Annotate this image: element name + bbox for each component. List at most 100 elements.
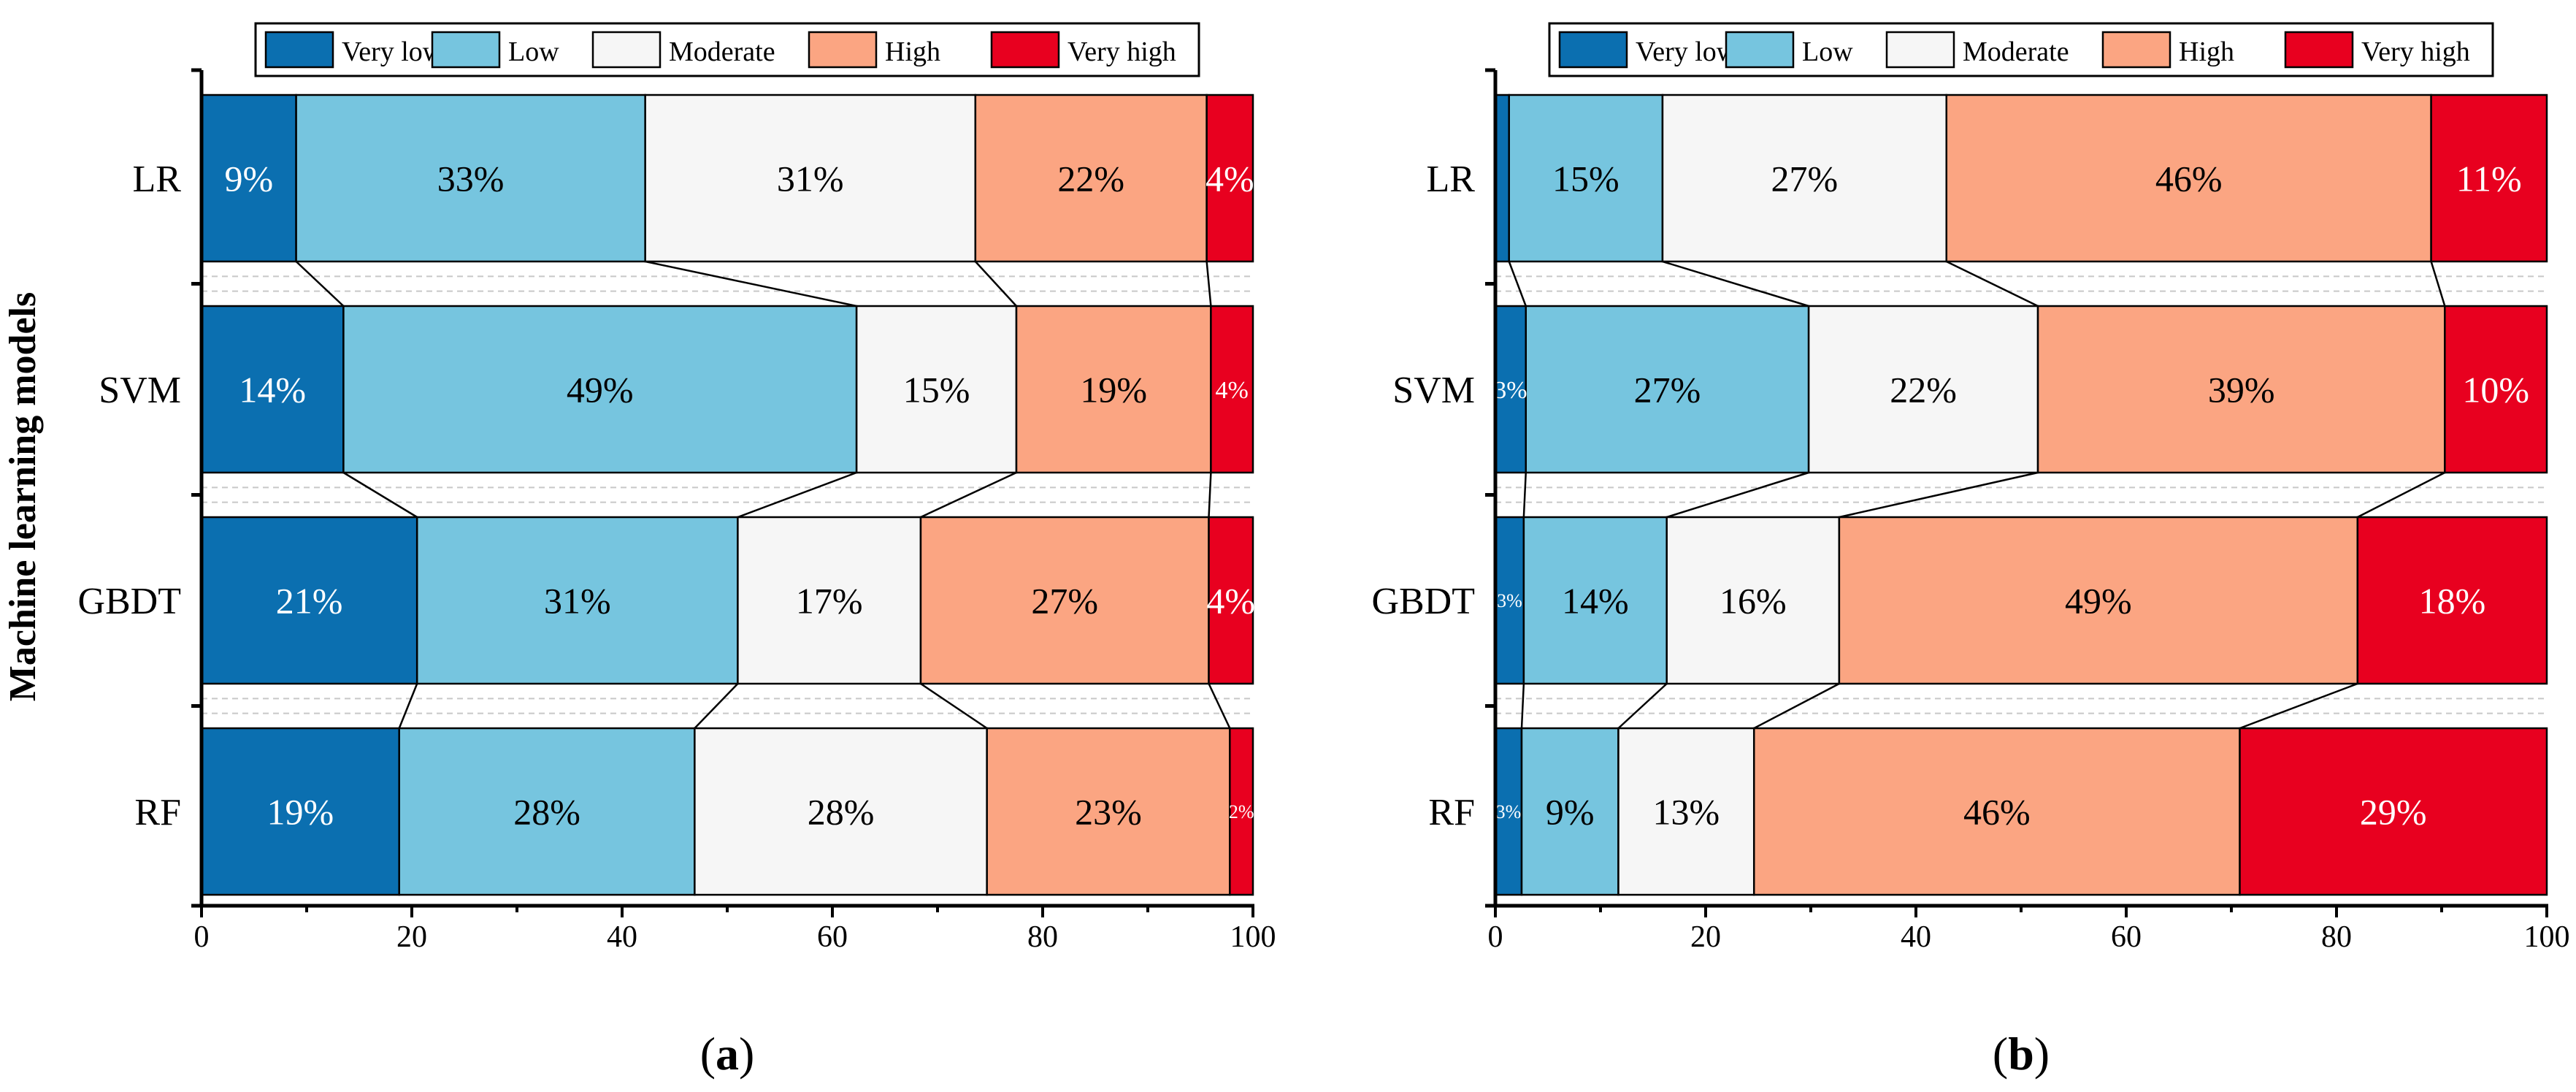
bar-svm-moderate bbox=[1807, 305, 2039, 474]
bar-rf-moderate bbox=[694, 727, 988, 896]
subfigure-label: (b) bbox=[1993, 1028, 2050, 1080]
category-label-svm: SVM bbox=[1392, 370, 1475, 411]
data-label: 46% bbox=[1963, 792, 2031, 833]
legend-swatch-very-high bbox=[990, 31, 1060, 69]
legend-swatch-moderate bbox=[591, 31, 662, 69]
connector-line bbox=[694, 683, 739, 729]
connector-line bbox=[645, 260, 857, 308]
connector-line bbox=[1520, 683, 1525, 729]
bar-svm-high bbox=[2036, 305, 2446, 474]
x-tick-label: 60 bbox=[2111, 920, 2142, 954]
data-label: 39% bbox=[2208, 370, 2275, 411]
data-label: 31% bbox=[777, 159, 844, 199]
data-label: 27% bbox=[1771, 159, 1839, 199]
data-label: 33% bbox=[437, 159, 505, 199]
connector-line bbox=[920, 682, 988, 730]
legend-label-high: High bbox=[885, 37, 940, 67]
bar-gbdt-high bbox=[919, 516, 1210, 685]
data-label: 15% bbox=[903, 370, 970, 411]
legend-swatch-high bbox=[2101, 31, 2171, 69]
connector-line bbox=[920, 471, 1017, 519]
x-tick-label: 0 bbox=[194, 920, 210, 954]
legend-swatch-very-low bbox=[1558, 31, 1628, 69]
legend-swatch-moderate bbox=[1885, 31, 1955, 69]
category-label-rf: RF bbox=[134, 792, 181, 833]
data-label: 3% bbox=[1494, 377, 1527, 404]
data-label: 9% bbox=[224, 159, 273, 199]
chart-panel-b: 15% 27% 46% 11% LR 3% 27% 22% 39% 10% SVM 3% 14% 16% 4… bbox=[1371, 22, 2570, 1080]
chart-panel-a: 9% 33% 31% 22% 4% LR 14% 49% 15% 19% 4% SVM 21% 31% 17… bbox=[77, 22, 1276, 1080]
category-label-gbdt: GBDT bbox=[77, 581, 181, 622]
bar-rf-high bbox=[986, 727, 1231, 896]
bar-gbdt-low bbox=[1522, 516, 1668, 685]
bar-lr-very-low bbox=[200, 93, 297, 263]
bar-gbdt-moderate bbox=[1665, 516, 1841, 685]
connector-line bbox=[1946, 260, 2039, 308]
bar-rf-very-high bbox=[1229, 727, 1254, 896]
bar-rf-very-low bbox=[1494, 727, 1523, 896]
connector-line bbox=[1205, 261, 1212, 307]
data-label: 49% bbox=[567, 370, 634, 411]
data-label: 16% bbox=[1720, 581, 1787, 622]
data-label: 9% bbox=[1546, 792, 1595, 833]
data-label: 2% bbox=[1229, 801, 1254, 822]
data-label: 14% bbox=[1562, 581, 1629, 622]
bar-gbdt-low bbox=[415, 516, 739, 685]
legend-label-very-low: Very low bbox=[342, 37, 443, 67]
bar-gbdt-moderate bbox=[737, 516, 922, 685]
bar-rf-high bbox=[1752, 727, 2241, 896]
connector-line bbox=[737, 471, 857, 519]
data-label: 3% bbox=[1497, 590, 1522, 611]
legend-label-low: Low bbox=[508, 37, 559, 67]
legend-swatch-low bbox=[431, 31, 501, 69]
connector-line bbox=[2430, 261, 2446, 307]
legend-label-moderate: Moderate bbox=[669, 37, 775, 67]
x-tick-label: 40 bbox=[607, 920, 637, 954]
bar-lr-moderate bbox=[1661, 93, 1948, 263]
data-label: 46% bbox=[2155, 159, 2223, 199]
category-label-gbdt: GBDT bbox=[1371, 581, 1475, 622]
connector-line bbox=[2239, 682, 2358, 730]
bar-lr-moderate bbox=[644, 93, 977, 263]
x-tick-label: 40 bbox=[1901, 920, 1931, 954]
legend-swatch-very-high bbox=[2284, 31, 2354, 69]
data-label: 11% bbox=[2456, 159, 2522, 199]
connector-line bbox=[342, 471, 418, 519]
x-tick-label: 80 bbox=[2321, 920, 2352, 954]
connector-line bbox=[295, 261, 345, 307]
x-tick-label: 0 bbox=[1488, 920, 1503, 954]
bar-svm-very-high bbox=[1210, 305, 1254, 474]
legend: Very low Low Moderate High Very high bbox=[254, 22, 1200, 77]
connector-line bbox=[1617, 683, 1668, 729]
data-label: 18% bbox=[2419, 581, 2486, 622]
connector-line bbox=[1839, 471, 2039, 519]
connector-line bbox=[1753, 682, 1840, 730]
x-tick-label: 80 bbox=[1027, 920, 1058, 954]
category-label-svm: SVM bbox=[99, 370, 181, 411]
data-label: 21% bbox=[276, 581, 343, 622]
x-tick-label: 100 bbox=[2524, 920, 2570, 954]
data-label: 28% bbox=[808, 792, 875, 833]
bar-rf-very-high bbox=[2239, 727, 2548, 896]
data-label: 19% bbox=[267, 792, 334, 833]
connector-line bbox=[1666, 471, 1809, 519]
data-label: 13% bbox=[1653, 792, 1720, 833]
x-tick-label: 60 bbox=[817, 920, 848, 954]
legend-swatch-high bbox=[808, 31, 878, 69]
connector-line bbox=[2357, 471, 2445, 519]
legend: Very low Low Moderate High Very high bbox=[1548, 22, 2494, 77]
data-label: 23% bbox=[1075, 792, 1142, 833]
subfigure-label: (a) bbox=[700, 1028, 755, 1080]
bar-gbdt-high bbox=[1838, 516, 2359, 685]
bar-gbdt-very-high bbox=[1208, 516, 1254, 685]
data-label: 17% bbox=[796, 581, 863, 622]
bar-rf-low bbox=[1520, 727, 1619, 896]
x-tick-label: 20 bbox=[396, 920, 427, 954]
bar-rf-very-low bbox=[200, 727, 400, 896]
bar-gbdt-very-low bbox=[1494, 516, 1525, 685]
legend-swatch-very-low bbox=[264, 31, 334, 69]
connector-line bbox=[1662, 260, 1809, 308]
legend-label-low: Low bbox=[1802, 37, 1853, 67]
